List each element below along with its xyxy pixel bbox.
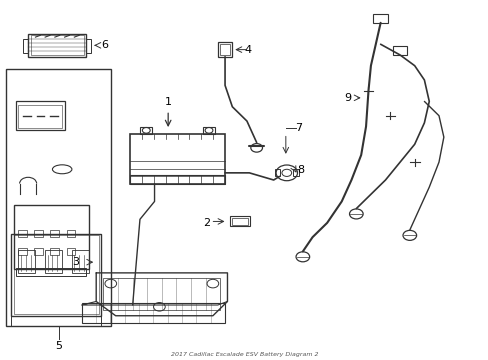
Bar <box>19 230 27 237</box>
Bar <box>292 169 298 176</box>
Text: 5: 5 <box>55 341 62 351</box>
Bar <box>11 234 101 316</box>
Bar <box>81 303 224 323</box>
Bar <box>16 267 86 276</box>
Bar <box>19 105 62 128</box>
Bar <box>217 42 232 57</box>
Bar <box>14 205 89 269</box>
Bar <box>34 248 43 255</box>
Bar <box>229 216 250 226</box>
Bar <box>72 249 89 273</box>
Bar <box>86 39 91 53</box>
Bar <box>50 248 59 255</box>
Bar <box>14 235 99 314</box>
Bar <box>28 33 86 57</box>
Text: 2017 Cadillac Escalade ESV Battery Diagram 2: 2017 Cadillac Escalade ESV Battery Diagr… <box>170 352 318 357</box>
Bar <box>23 39 28 53</box>
Bar <box>34 230 43 237</box>
Bar <box>103 278 220 310</box>
Bar <box>66 230 75 237</box>
Bar <box>130 175 224 184</box>
Text: 1: 1 <box>164 97 171 107</box>
Bar <box>66 248 75 255</box>
Bar <box>6 69 111 327</box>
Bar <box>16 102 64 130</box>
Text: 4: 4 <box>244 45 251 55</box>
Bar <box>45 249 62 273</box>
Bar <box>274 169 280 176</box>
Text: 9: 9 <box>344 93 351 103</box>
Bar <box>232 218 247 225</box>
Bar <box>30 35 84 55</box>
Bar <box>50 230 59 237</box>
Bar <box>219 44 230 55</box>
Bar <box>19 249 35 273</box>
Bar <box>203 127 215 134</box>
Bar <box>392 46 407 55</box>
Bar <box>140 127 152 134</box>
Bar <box>372 14 387 23</box>
Text: 2: 2 <box>203 218 210 228</box>
Text: 3: 3 <box>72 257 79 267</box>
Text: 7: 7 <box>295 123 302 133</box>
Text: 8: 8 <box>296 165 304 175</box>
Bar <box>130 134 224 184</box>
Text: 6: 6 <box>101 40 108 50</box>
Bar <box>19 248 27 255</box>
